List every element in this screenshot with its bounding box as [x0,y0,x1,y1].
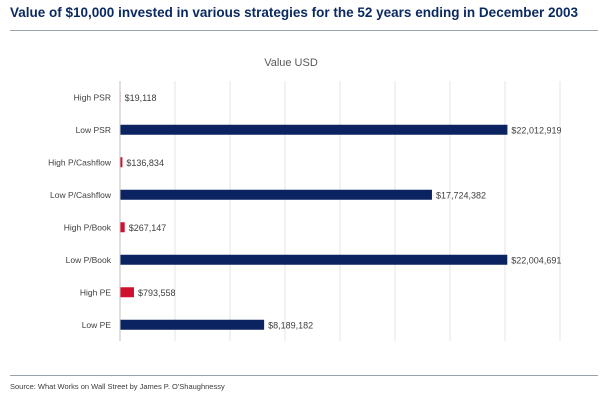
category-label: Low PE [82,320,112,330]
category-labels: High PSR Low PSR High P/Cashflow Low P/Cash… [48,92,112,330]
category-label: High P/Book [64,222,112,232]
value-label: $22,012,919 [511,125,561,135]
bar-low-pe [120,319,265,330]
bar-low-psr [120,124,508,135]
source-note: Source: What Works on Wall Street by Jam… [10,382,225,391]
category-label: Low P/Cashflow [50,190,112,200]
title-divider [10,30,598,31]
category-label: High PSR [74,92,111,102]
gridlines [174,81,561,341]
bar-low-p-cashflow [120,189,432,200]
value-label: $22,004,691 [511,255,561,265]
value-labels: $19,118 $22,012,919 $136,834 $17,724,382 $26… [125,93,562,331]
value-label: $17,724,382 [436,190,486,200]
value-label: $793,558 [138,288,176,298]
category-label: Low P/Book [66,255,112,265]
axis-title: Value USD [264,57,318,69]
chart-title: Value of $10,000 invested in various str… [10,5,579,20]
category-label: High P/Cashflow [48,157,112,167]
value-label: $8,189,182 [268,320,313,330]
bar-high-p-book [120,222,125,233]
bars [120,92,508,330]
bar-high-pe [120,287,134,298]
source-divider [10,375,598,376]
bar-high-p-cashflow [120,157,123,168]
category-label: Low PSR [76,125,111,135]
value-label: $136,834 [126,158,164,168]
category-label: High PE [80,287,112,297]
value-label: $19,118 [125,93,157,103]
bar-low-p-book [120,254,508,265]
value-label: $267,147 [129,223,167,233]
bar-chart: Value USD High PSR Low PSR High P/Cashflow… [48,57,562,341]
